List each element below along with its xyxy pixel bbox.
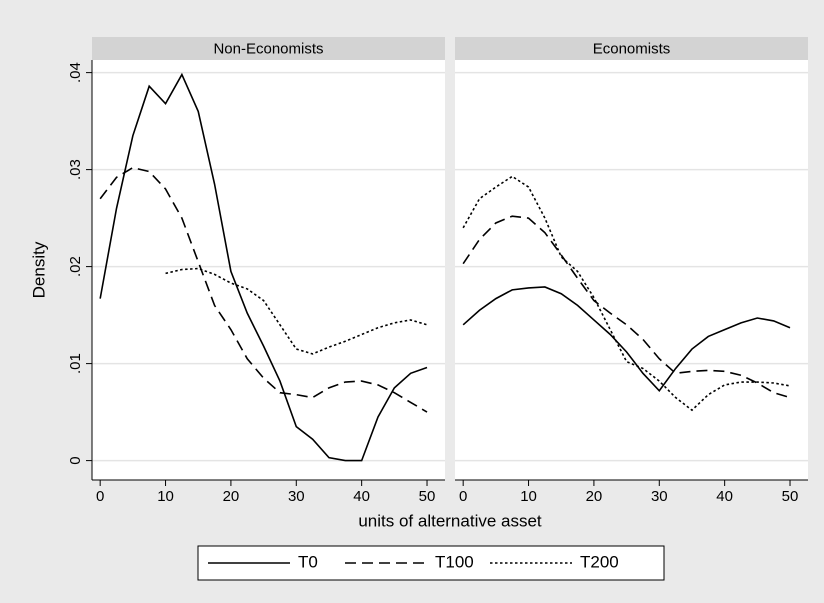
x-tick-label: 0: [459, 488, 467, 505]
line-series: [99, 72, 428, 462]
y-axis-label: Density: [29, 241, 48, 298]
x-tick-label: 40: [716, 488, 733, 505]
y-tick-label: .04: [67, 62, 84, 83]
y-tick-label: .02: [67, 256, 84, 277]
x-tick-label: 50: [782, 488, 799, 505]
x-tick-label: 40: [353, 488, 370, 505]
y-tick-label: .03: [67, 159, 84, 180]
y-tick-label: .01: [67, 353, 84, 374]
plot-area: [455, 60, 808, 480]
panel-header: [455, 37, 808, 60]
panel-title: Economists: [593, 40, 671, 57]
x-tick-label: 0: [96, 488, 104, 505]
legend-label: T200: [580, 552, 619, 571]
legend-label: T0: [298, 552, 318, 571]
x-tick-label: 20: [223, 488, 240, 505]
line-series: [462, 215, 791, 399]
x-tick-label: 30: [651, 488, 668, 505]
line-series: [99, 166, 428, 413]
x-tick-label: 30: [288, 488, 305, 505]
x-tick-label: 10: [157, 488, 174, 505]
panel-header: [92, 37, 445, 60]
y-tick-label: 0: [67, 456, 84, 464]
legend-label: T100: [435, 552, 474, 571]
x-tick-label: 20: [586, 488, 603, 505]
x-tick-label: 10: [520, 488, 537, 505]
panel-title: Non-Economists: [213, 40, 323, 57]
line-series: [462, 286, 791, 393]
x-tick-label: 50: [419, 488, 436, 505]
plot-area: [92, 60, 445, 480]
x-axis-label: units of alternative asset: [358, 511, 542, 530]
